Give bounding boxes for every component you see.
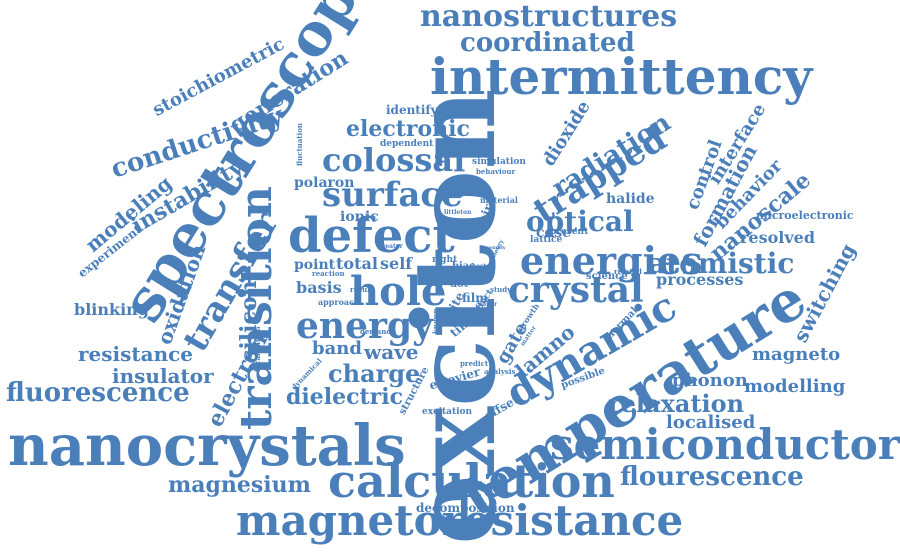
word: dielectric <box>286 384 403 410</box>
word: film <box>462 291 488 305</box>
word: dot <box>450 279 469 290</box>
word: science <box>586 271 628 282</box>
word: magneto <box>752 344 841 365</box>
word: intermittency <box>430 47 813 106</box>
word: cdse <box>536 225 572 241</box>
word: demand <box>360 327 392 336</box>
word: ionic <box>340 209 379 225</box>
word: fluorescence <box>6 378 190 408</box>
word: resistance <box>78 342 194 366</box>
word: total <box>336 254 378 273</box>
word: lattice <box>530 235 563 245</box>
word: magnesium <box>168 472 311 498</box>
word: result <box>350 285 374 294</box>
word: halide <box>606 191 655 207</box>
word: wave <box>364 340 419 364</box>
word: blinking <box>74 300 149 319</box>
word: polaron <box>294 175 355 191</box>
word: surface <box>322 175 463 215</box>
word: phonon <box>672 370 748 391</box>
word: processes <box>656 270 744 289</box>
word: right <box>432 255 458 265</box>
word: calculation <box>328 454 615 508</box>
word: nanocrystals <box>8 413 406 479</box>
word: crystal <box>508 269 644 311</box>
word: energies <box>520 238 703 283</box>
word: self <box>380 254 413 273</box>
word: assembly <box>480 245 506 251</box>
word: resolved <box>740 228 816 247</box>
word: band <box>312 338 362 359</box>
word: fluctuation <box>295 123 304 166</box>
word: insulator <box>112 364 214 388</box>
word: atomistic <box>648 247 795 280</box>
word: hole <box>350 268 447 315</box>
word: coordinated <box>460 28 635 58</box>
word: paper <box>478 301 498 308</box>
word: nanostructures <box>420 0 678 34</box>
word: related <box>614 267 642 276</box>
word: study <box>490 285 512 294</box>
word: bias <box>452 261 475 272</box>
word: basis <box>296 278 342 297</box>
word: localised <box>666 412 756 433</box>
word: dependent <box>380 139 434 149</box>
word: behaviour <box>476 167 516 176</box>
word: predict <box>460 359 489 368</box>
word: relaxation <box>608 389 745 418</box>
word: decomposition <box>416 501 515 515</box>
word: analysis <box>484 367 516 376</box>
word: semiconductor <box>550 420 900 469</box>
word: energy <box>296 305 434 347</box>
word: littleton <box>444 209 472 216</box>
word: approach <box>318 297 360 307</box>
word: defect <box>288 208 455 264</box>
word: present <box>550 227 589 237</box>
word: colossal <box>322 141 466 179</box>
word: optical <box>526 205 634 238</box>
word: simulation <box>472 157 526 167</box>
word: known <box>431 308 440 334</box>
word: excitation <box>422 407 473 417</box>
word: material <box>480 195 518 205</box>
word: modelling <box>744 376 846 397</box>
word: localisation <box>253 326 262 372</box>
word: magnetoresistance <box>236 496 684 545</box>
word: charge <box>328 359 421 388</box>
word: greater <box>378 243 403 250</box>
word: microelectronic <box>756 209 854 222</box>
word: point <box>294 257 336 273</box>
word: oxygen <box>444 187 476 197</box>
word: best <box>472 263 487 270</box>
word: reaction <box>312 269 345 278</box>
word: electronic <box>346 116 470 142</box>
word: flourescence <box>620 462 804 492</box>
word: identifying <box>386 103 460 117</box>
